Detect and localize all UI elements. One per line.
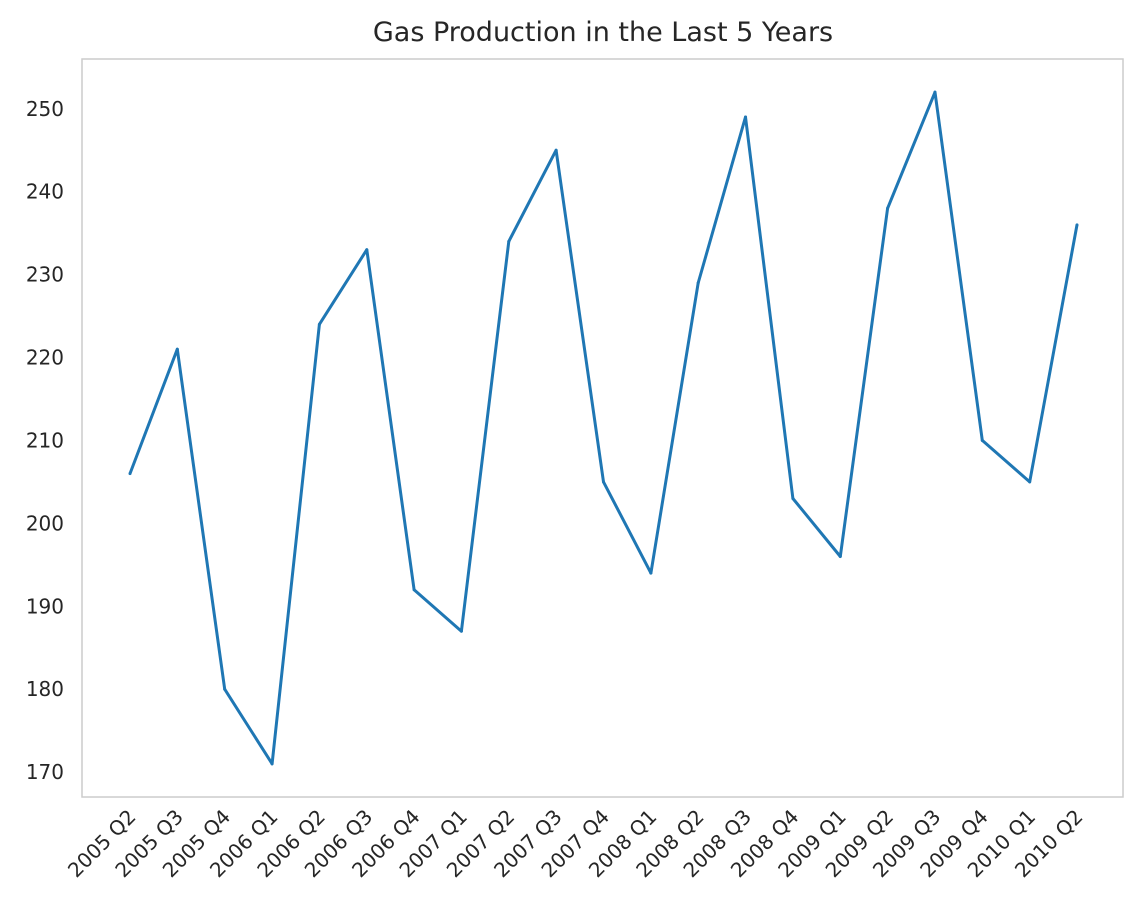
chart-title: Gas Production in the Last 5 Years xyxy=(373,17,833,48)
y-tick-label: 220 xyxy=(26,346,64,370)
data-point xyxy=(507,239,511,243)
data-point xyxy=(175,347,179,351)
data-point xyxy=(365,248,369,252)
data-point xyxy=(459,629,463,633)
y-tick-label: 180 xyxy=(26,677,64,701)
data-point xyxy=(933,90,937,94)
y-tick-label: 210 xyxy=(26,428,64,452)
data-point xyxy=(649,571,653,575)
data-point xyxy=(838,555,842,559)
y-tick-label: 240 xyxy=(26,180,64,204)
data-point xyxy=(602,480,605,484)
data-point xyxy=(223,687,227,691)
data-point xyxy=(886,206,890,210)
data-point xyxy=(317,322,321,326)
y-tick-label: 230 xyxy=(26,263,64,287)
data-point xyxy=(270,762,274,766)
data-point xyxy=(1028,480,1032,484)
y-tick-label: 170 xyxy=(26,760,64,784)
data-point xyxy=(412,588,416,592)
y-axis: 170 180 190 200 210 220 230 240 250 xyxy=(26,97,64,784)
series-line xyxy=(128,90,1079,766)
y-tick-label: 200 xyxy=(26,511,64,535)
data-point xyxy=(128,472,132,476)
series-layer xyxy=(128,90,1079,766)
data-point xyxy=(791,496,795,500)
y-tick-label: 250 xyxy=(26,97,64,121)
data-point xyxy=(696,281,700,285)
y-tick-label: 190 xyxy=(26,594,64,618)
plot-frame xyxy=(81,58,1124,798)
data-point xyxy=(1075,223,1079,227)
data-point xyxy=(554,148,558,152)
data-point xyxy=(980,438,984,442)
data-point xyxy=(744,115,748,119)
